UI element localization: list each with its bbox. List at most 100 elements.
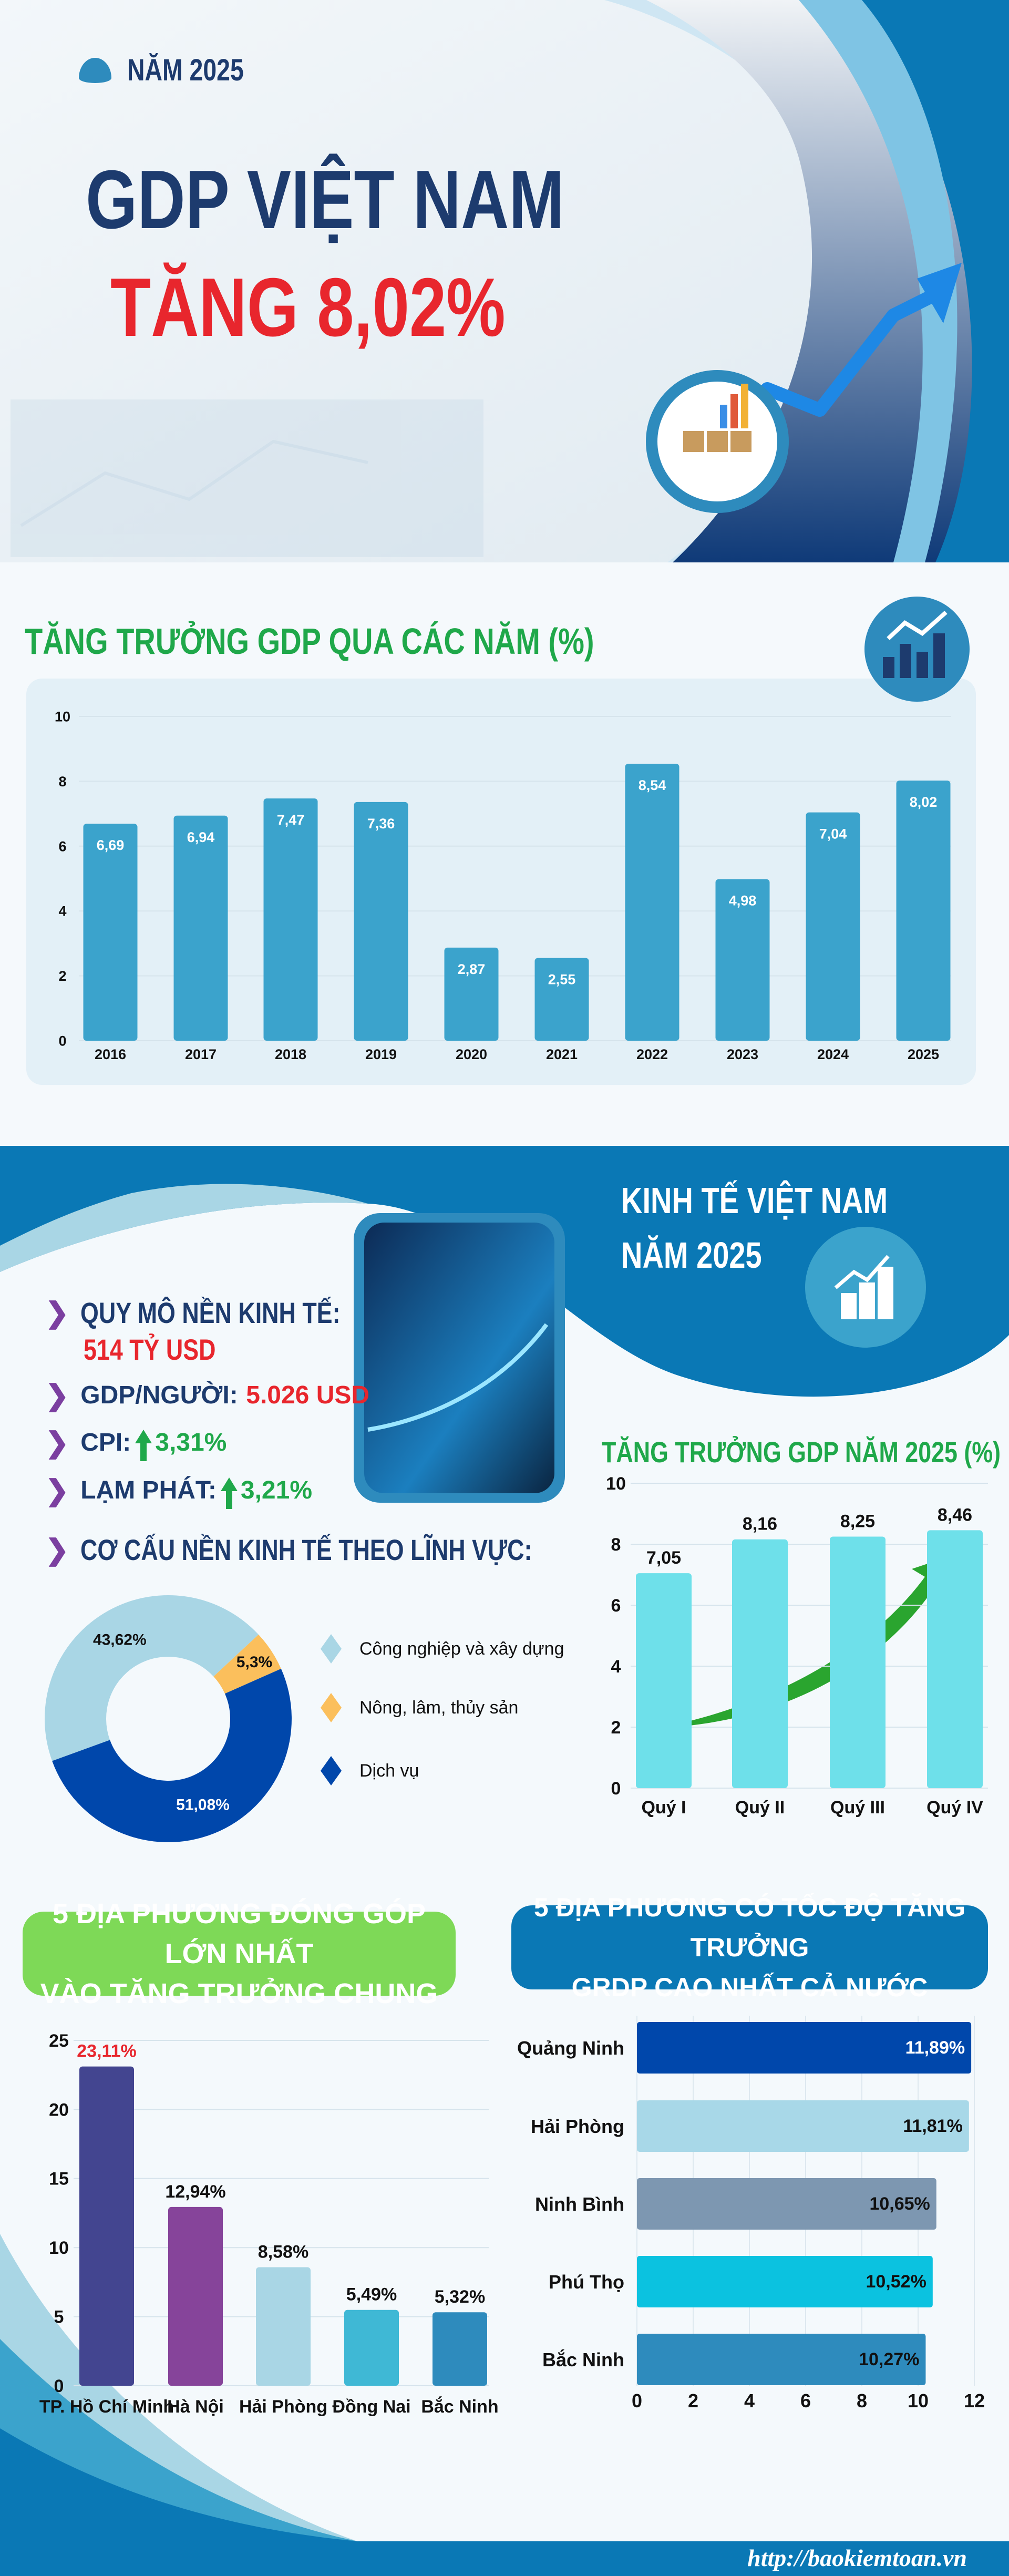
bar	[444, 947, 499, 1041]
bar	[344, 2310, 399, 2386]
bar	[625, 764, 679, 1041]
y-tick-label: 6	[611, 1596, 621, 1616]
y-tick-label: 10	[606, 1474, 626, 1494]
y-tick-label: 0	[58, 1033, 66, 1049]
y-tick-label: 6	[58, 838, 66, 854]
data-label: 5,49%	[346, 2285, 397, 2305]
data-label: 8,46	[938, 1505, 972, 1525]
bar	[168, 2206, 223, 2386]
y-tick-label: 4	[58, 904, 66, 919]
section2-blue-band	[0, 1146, 1009, 1397]
x-category-label: 2019	[365, 1046, 397, 1062]
y-tick-label: 0	[54, 2376, 64, 2396]
x-category-label: Quý II	[735, 1798, 785, 1818]
slice-label: 5,3%	[236, 1654, 272, 1671]
x-tick-label: 6	[800, 2390, 811, 2411]
contribution-title-box: 5 ĐỊA PHƯƠNG ĐÓNG GÓP LỚN NHẤT VÀO TĂNG …	[23, 1898, 456, 2009]
data-label: 8,54	[639, 777, 666, 793]
bar	[715, 879, 770, 1041]
bar	[636, 1573, 692, 1788]
main-subtitle: TĂNG 8,02%	[110, 261, 506, 354]
x-tick-label: 0	[632, 2390, 642, 2411]
y-tick-label: 15	[49, 2169, 69, 2189]
x-category-label: 2021	[546, 1046, 578, 1062]
legend-swatch-icon	[321, 1634, 342, 1664]
data-label: 10,65%	[869, 2194, 930, 2214]
data-label: 6,94	[187, 829, 215, 845]
bar	[637, 2022, 972, 2074]
y-tick-label: 5	[54, 2307, 64, 2327]
city-growth-icon	[834, 1255, 893, 1319]
bar	[637, 2100, 969, 2152]
structure-title: ❯ CƠ CẤU NỀN KINH TẾ THEO LĨNH VỰC:	[45, 1533, 532, 1566]
y-tick-label: 10	[49, 2238, 69, 2258]
gdp-per-capita-item: ❯ GDP/NGƯỜI: 5.026 USD	[45, 1380, 370, 1411]
x-category-label: Hải Phòng	[239, 2397, 327, 2417]
bar	[263, 798, 318, 1041]
x-category-label: 2020	[456, 1046, 487, 1062]
x-category-label: Bắc Ninh	[421, 2397, 498, 2417]
data-label: 8,25	[840, 1512, 875, 1532]
lotus-logo-icon	[79, 57, 111, 83]
growth-title-box: 5 ĐỊA PHƯƠNG CÓ TỐC ĐỘ TĂNG TRƯỞNG GRDP …	[511, 1893, 988, 2002]
year-heading: NĂM 2025	[79, 53, 273, 88]
legend-item-services: Dịch vụ	[321, 1756, 419, 1785]
data-label: 7,47	[277, 812, 305, 828]
data-label: 23,11%	[77, 2041, 136, 2061]
bar	[637, 2178, 936, 2230]
y-category-label: Quảng Ninh	[517, 2037, 624, 2059]
bar	[927, 1530, 983, 1788]
economy-size-value: 514 TỶ USD	[84, 1333, 216, 1366]
economy-title: KINH TẾ VIỆT NAM NĂM 2025	[621, 1180, 888, 1276]
data-label: 6,69	[97, 837, 125, 853]
legend-item-agriculture: Nông, lâm, thủy sản	[321, 1693, 518, 1722]
bar	[830, 1536, 886, 1788]
bar	[433, 2312, 487, 2386]
bar	[806, 812, 860, 1041]
bar	[354, 802, 408, 1041]
data-label: 7,04	[819, 826, 847, 842]
data-label: 8,16	[743, 1514, 777, 1534]
legend-swatch-icon	[321, 1693, 342, 1722]
y-tick-label: 0	[611, 1779, 621, 1799]
y-tick-label: 2	[611, 1718, 621, 1738]
x-tick-label: 2	[688, 2390, 698, 2411]
data-label: 8,58%	[258, 2242, 308, 2262]
y-category-label: Bắc Ninh	[542, 2348, 624, 2370]
header-grid-decoration	[11, 399, 483, 557]
main-title: GDP VIỆT NAM	[86, 153, 564, 246]
chevron-right-icon: ❯	[45, 1297, 69, 1329]
data-label: 7,36	[367, 816, 395, 832]
bar	[83, 824, 138, 1041]
x-category-label: 2022	[636, 1046, 668, 1062]
y-category-label: Phú Thọ	[549, 2271, 624, 2293]
gdp-years-title: TĂNG TRƯỞNG GDP QUA CÁC NĂM (%)	[25, 621, 594, 662]
donut-slice	[213, 1634, 281, 1694]
data-label: 2,55	[548, 972, 576, 988]
x-category-label: TP. Hồ Chí Minh	[39, 2397, 174, 2417]
x-tick-label: 8	[857, 2390, 867, 2411]
x-tick-label: 4	[744, 2390, 755, 2411]
cpi-item: ❯ CPI: 3,31%	[45, 1427, 227, 1461]
data-label: 8,02	[910, 794, 938, 810]
bar	[732, 1539, 788, 1788]
chevron-right-icon: ❯	[45, 1427, 69, 1459]
x-tick-label: 12	[964, 2390, 985, 2411]
header-dark-curve	[841, 0, 1009, 562]
bar	[79, 2066, 134, 2386]
data-label: 10,52%	[866, 2272, 926, 2292]
x-category-label: 2018	[275, 1046, 306, 1062]
chevron-right-icon: ❯	[45, 1475, 69, 1506]
economy-size-item: ❯ QUY MÔ NỀN KINH TẾ:	[45, 1296, 341, 1329]
y-category-label: Hải Phòng	[531, 2116, 624, 2137]
data-label: 11,81%	[903, 2116, 962, 2136]
x-category-label: Quý I	[641, 1798, 686, 1818]
footer-url[interactable]: http://baokiemtoan.vn	[747, 2544, 967, 2571]
data-label: 7,05	[646, 1548, 681, 1568]
data-label: 11,89%	[905, 2038, 965, 2058]
y-tick-label: 10	[55, 709, 70, 724]
data-label: 12,94%	[165, 2182, 225, 2202]
x-category-label: 2023	[727, 1046, 758, 1062]
bar-chart-icon	[883, 611, 948, 678]
